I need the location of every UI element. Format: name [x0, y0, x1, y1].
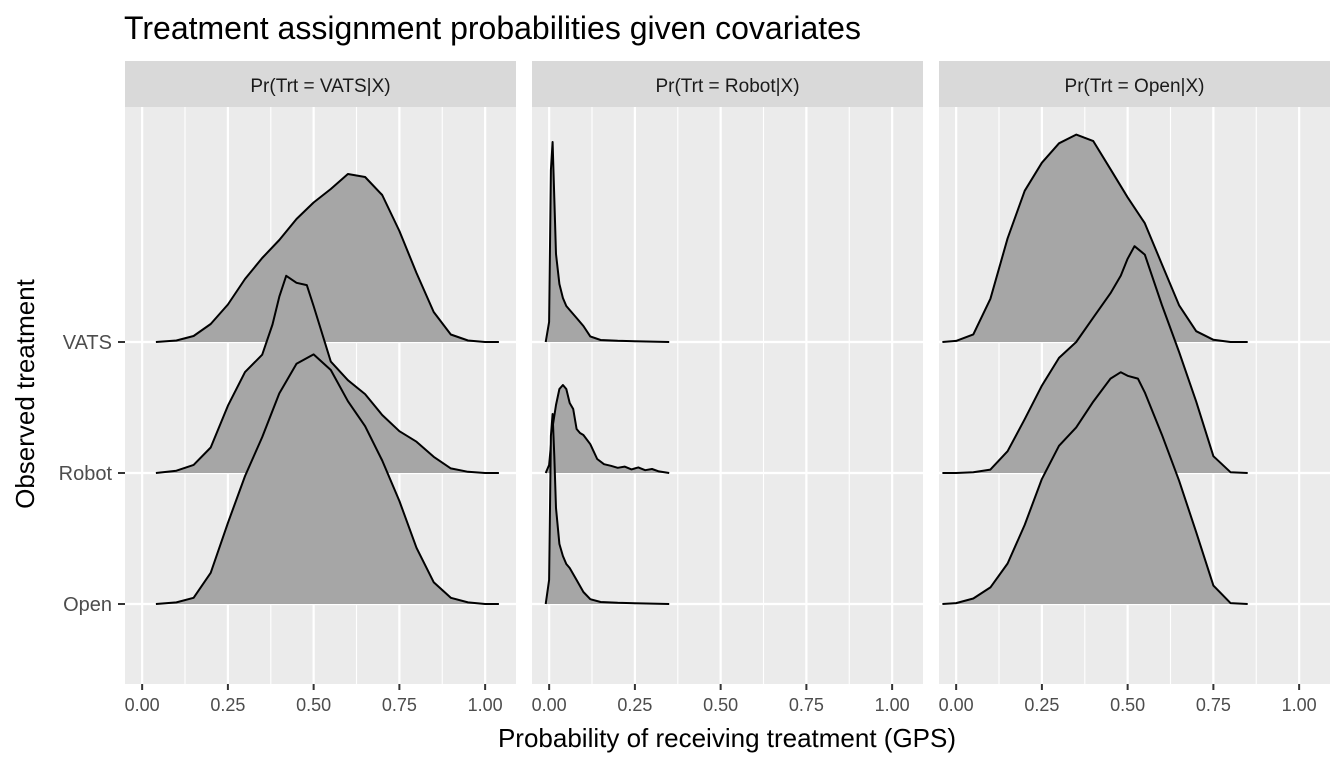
x-tick-label: 0.50	[296, 695, 331, 715]
x-tick-label: 0.00	[939, 695, 974, 715]
panel-background	[532, 107, 923, 684]
x-tick-label: 1.00	[468, 695, 503, 715]
x-tick-label: 1.00	[875, 695, 910, 715]
facet-panels: Pr(Trt = VATS|X)0.00 0.25 0.50 0.75 1.00Pr(T…	[125, 61, 1330, 715]
y-axis-title: Observed treatment	[10, 278, 40, 509]
x-tick-label: 0.75	[789, 695, 824, 715]
x-tick-label: 0.50	[1110, 695, 1145, 715]
x-tick-label: 0.25	[617, 695, 652, 715]
facet-strip	[125, 61, 516, 107]
x-tick-label: 0.00	[532, 695, 567, 715]
x-tick-label: 0.75	[382, 695, 417, 715]
density-ridge-open	[155, 353, 499, 605]
density-ridge-vats	[155, 173, 499, 343]
facet-strip-label: Pr(Trt = VATS|X)	[250, 76, 390, 97]
density-ridge-vats	[942, 133, 1248, 343]
facet-strip	[532, 61, 923, 107]
facet-panel-3: Pr(Trt = Open|X) 0.00 0.25 0.50 0.75 1.00	[939, 61, 1330, 715]
density-ridge-vats	[544, 141, 670, 343]
facet-strip-label: Pr(Trt = Open|X)	[1065, 76, 1205, 97]
density-ridge-open	[544, 413, 670, 605]
x-tick-label: 0.25	[210, 695, 245, 715]
facet-panel-1: Pr(Trt = VATS|X) 0.00 0.25 0.50 0.75 1.00	[125, 61, 516, 715]
y-axis: VATS Robot Open	[59, 332, 125, 616]
y-tick-label-robot: Robot	[59, 463, 113, 485]
x-axis-title: Probability of receiving treatment (GPS)	[498, 723, 956, 753]
x-tick-label: 1.00	[1282, 695, 1317, 715]
x-tick-label: 0.25	[1024, 695, 1059, 715]
facet-strip	[939, 61, 1330, 107]
facet-strip-label: Pr(Trt = Robot|X)	[655, 76, 799, 97]
density-ridge-robot	[544, 384, 670, 474]
chart-title: Treatment assignment probabilities given…	[124, 10, 861, 46]
density-ridge-robot	[942, 245, 1248, 474]
y-tick-label-open: Open	[63, 594, 112, 616]
density-ridge-open	[942, 371, 1248, 605]
x-tick-label: 0.75	[1196, 695, 1231, 715]
y-tick-label-vats: VATS	[63, 332, 112, 354]
facet-panel-2: Pr(Trt = Robot|X) 0.00 0.25 0.50 0.75 1.00	[532, 61, 923, 715]
x-tick-label: 0.00	[125, 695, 160, 715]
x-tick-label: 0.50	[703, 695, 738, 715]
